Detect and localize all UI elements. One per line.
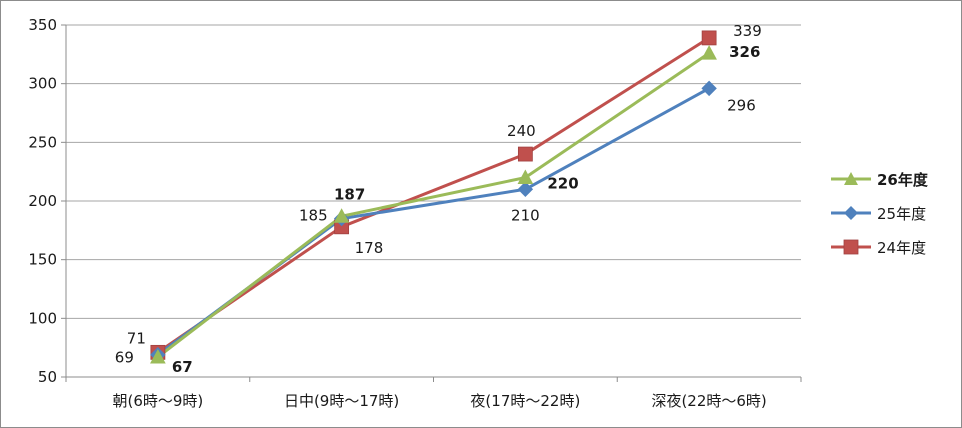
legend-square-marker: [843, 239, 859, 255]
legend: 26年度 25年度 24年度: [831, 171, 929, 257]
data-label: 67: [172, 358, 193, 376]
triangle-marker: [517, 169, 534, 185]
x-tick-label: 夜(17時～22時): [470, 392, 580, 410]
legend-triangle-marker: [844, 172, 858, 185]
triangle-marker: [333, 208, 350, 223]
triangle-marker: [701, 45, 717, 60]
series-line: [156, 86, 711, 357]
legend-label: 24年度: [877, 239, 926, 257]
y-tick-label: 250: [28, 133, 57, 151]
legend-label: 25年度: [877, 205, 926, 223]
data-label: 210: [511, 206, 540, 224]
series-line: [156, 36, 711, 354]
data-label: 71: [127, 329, 146, 347]
y-tick-label: 200: [28, 192, 57, 210]
triangle-marker: [150, 348, 166, 364]
x-tick-label: 深夜(22時～6時): [651, 392, 766, 410]
data-label: 339: [733, 22, 762, 40]
legend-diamond-marker: [844, 206, 858, 220]
data-label: 185: [299, 207, 328, 225]
y-tick-label: 150: [28, 251, 57, 269]
data-label: 187: [334, 185, 365, 203]
series-markers: [150, 30, 717, 364]
y-tick-label: 350: [28, 16, 57, 34]
data-label: 296: [727, 96, 756, 114]
y-tick-label: 300: [28, 75, 57, 93]
y-tick-label: 100: [28, 309, 57, 327]
x-tick-label: 日中(9時～17時): [284, 392, 399, 410]
square-marker: [701, 30, 717, 46]
gridlines: [66, 24, 801, 378]
square-marker: [517, 146, 533, 162]
y-tick-label: 50: [38, 368, 57, 386]
x-tick-label: 朝(6時～9時): [112, 392, 203, 410]
data-label: 220: [547, 175, 578, 193]
data-label: 240: [507, 122, 536, 140]
data-label: 326: [729, 43, 760, 61]
axes: 50 100 150 200 250 300 350 朝(6時～9時) 日中(9時～17時) 夜(…: [28, 16, 802, 410]
series-line: [156, 51, 711, 359]
diamond-marker: [517, 181, 534, 197]
data-label: 69: [115, 349, 134, 367]
series-lines: [156, 36, 711, 359]
data-label: 178: [355, 239, 384, 257]
legend-label: 26年度: [877, 171, 929, 189]
diamond-marker: [701, 80, 717, 97]
data-labels: 67 187 220 326 69 185 210 296 71 178 240 339: [115, 22, 762, 376]
